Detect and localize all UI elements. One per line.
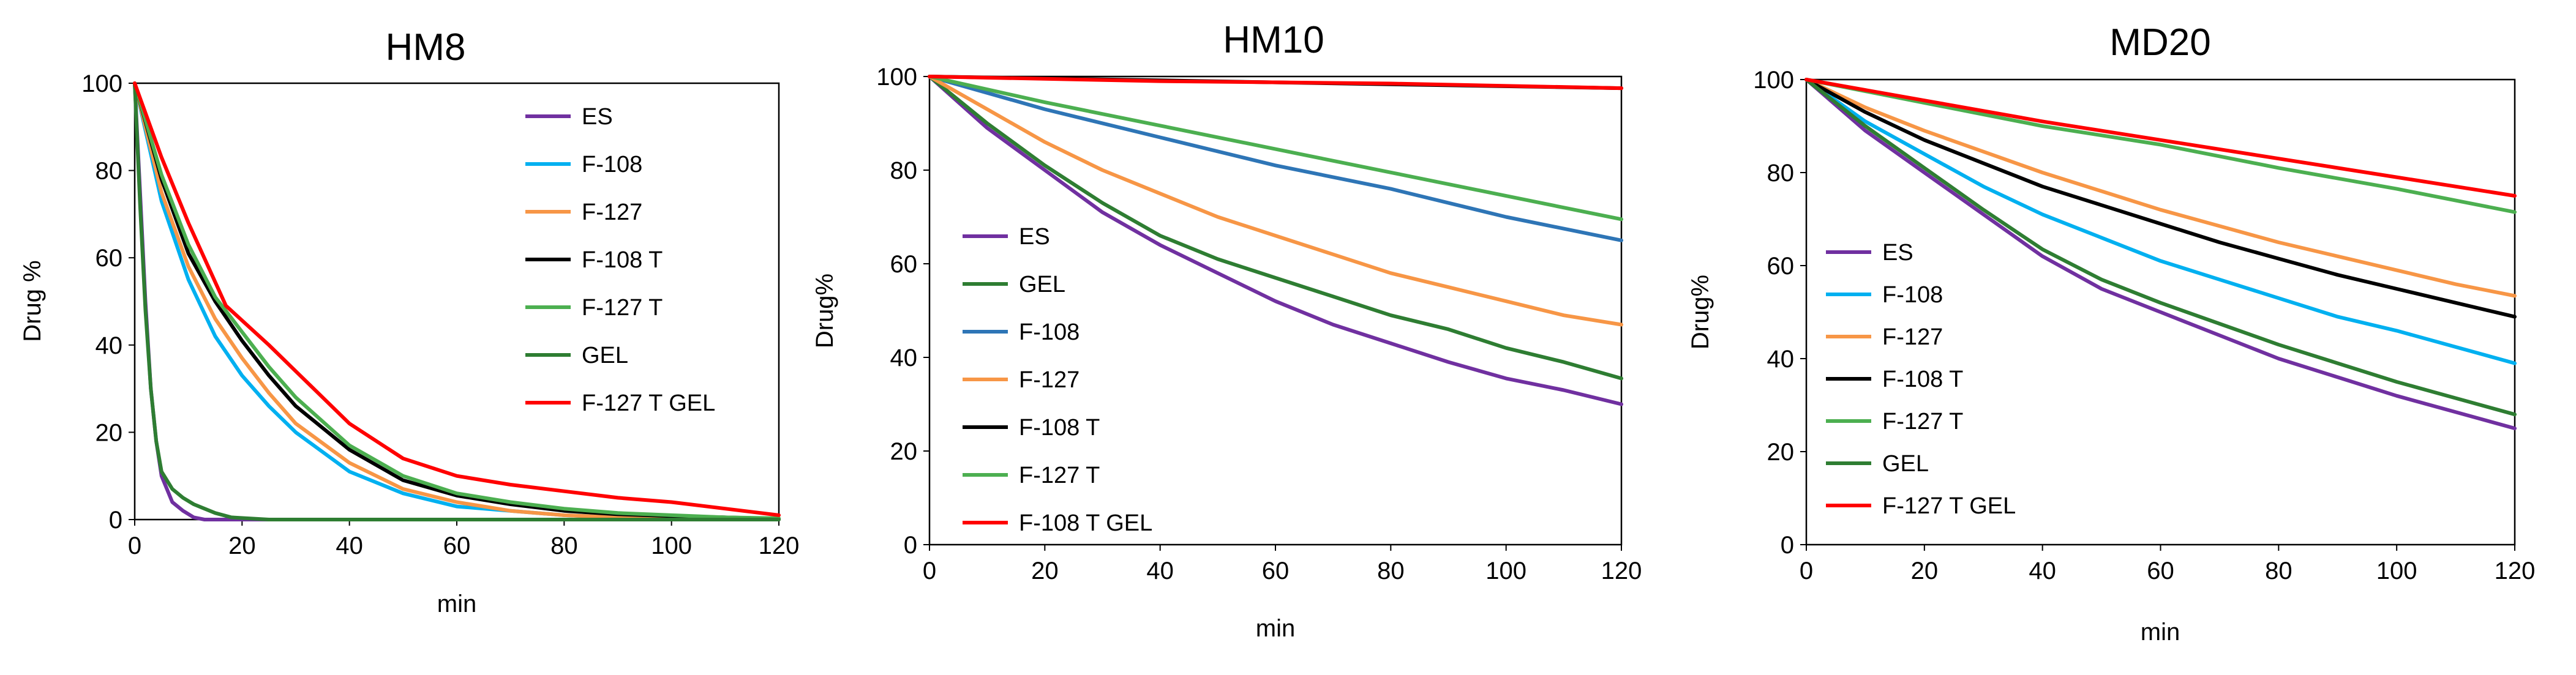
- x-axis-label: min: [2141, 619, 2180, 646]
- legend: ES F-108 F-127 F-108 T F-127 T GEL F-127 T GEL: [1826, 240, 2016, 519]
- legend-label-es: ES: [1882, 240, 1913, 266]
- x-tick-label: 120: [1601, 558, 1642, 584]
- y-tick-label: 60: [96, 245, 123, 272]
- y-tick-label: 40: [96, 332, 123, 359]
- x-tick-label: 100: [2376, 558, 2417, 584]
- legend-label-f-108: F-108: [1882, 282, 1943, 308]
- x-tick-label: 20: [1031, 558, 1059, 584]
- legend-label-f-108-t: F-108 T: [1882, 367, 1963, 392]
- y-tick-label: 40: [1767, 346, 1795, 373]
- series-line-f-127: [928, 75, 1623, 327]
- y-tick-label: 40: [890, 345, 918, 371]
- y-tick-label: 20: [96, 419, 123, 446]
- legend-label-es: ES: [582, 104, 613, 130]
- series-line-f-127-t: [1804, 78, 2517, 214]
- chart-title: HM8: [386, 26, 466, 69]
- series-line-f-108-t: [133, 81, 781, 521]
- chart-md20: MD20 0 20 40 60 80 100 120 0 20 40 60 80 100 min Drug% E…: [1687, 21, 2535, 646]
- legend-label-f-127-t-gel: F-127 T GEL: [582, 390, 715, 416]
- y-tick-label: 60: [1767, 253, 1795, 280]
- x-tick-label: 100: [1485, 558, 1526, 584]
- legend-label-f-127: F-127: [1019, 367, 1080, 393]
- chart-hm8: HM8 0 20 40 60 80 100 120 0 20 40 60 80 100 min Drug % E…: [19, 26, 799, 617]
- y-axis-label: Drug%: [1687, 275, 1714, 349]
- series-line-es: [1804, 78, 2517, 430]
- x-tick-label: 120: [2495, 558, 2536, 584]
- y-tick-label: 100: [876, 64, 917, 91]
- x-tick-label: 0: [128, 532, 141, 559]
- y-tick-label: 100: [1753, 67, 1794, 94]
- x-tick-label: 20: [1911, 558, 1939, 584]
- x-tick-label: 80: [2265, 558, 2292, 584]
- series-line-es: [928, 75, 1623, 406]
- legend-label-f-127-t: F-127 T: [1019, 463, 1100, 488]
- y-tick-label: 80: [96, 158, 123, 185]
- plot-area-frame: [133, 82, 780, 521]
- legend-label-gel: GEL: [1019, 272, 1065, 297]
- y-tick-label: 0: [904, 532, 917, 559]
- series-line-gel: [133, 81, 781, 521]
- legend-label-f-108: F-108: [1019, 319, 1080, 345]
- x-tick-label: 40: [2029, 558, 2056, 584]
- y-axis-label: Drug%: [811, 274, 838, 348]
- legend-label-es: ES: [1019, 224, 1050, 250]
- x-tick-label: 20: [228, 532, 256, 559]
- legend-label-f-108-t: F-108 T: [1019, 415, 1100, 441]
- x-tick-label: 60: [1262, 558, 1290, 584]
- x-axis-label: min: [1256, 615, 1295, 642]
- series-line-f-108: [133, 81, 781, 521]
- y-tick-label: 0: [109, 507, 122, 534]
- y-axis-label: Drug %: [19, 260, 46, 341]
- legend-label-gel: GEL: [1882, 451, 1929, 477]
- y-tick-label: 100: [81, 70, 122, 97]
- series-line-f-108-t: [1804, 78, 2517, 319]
- y-tick-label: 20: [1767, 439, 1795, 466]
- series-line-f-108-t-gel: [928, 75, 1623, 91]
- legend-label-f-127-t: F-127 T: [1882, 409, 1963, 434]
- x-tick-label: 0: [923, 558, 936, 584]
- y-tick-label: 20: [890, 438, 918, 465]
- x-tick-label: 80: [1377, 558, 1405, 584]
- x-tick-label: 120: [759, 532, 800, 559]
- legend-label-f-127: F-127: [1882, 324, 1943, 350]
- legend-label-f-127-t-gel: F-127 T GEL: [1882, 493, 2016, 519]
- x-tick-label: 60: [2147, 558, 2174, 584]
- series-line-f-127: [1804, 78, 2517, 298]
- x-tick-label: 100: [651, 532, 692, 559]
- legend-label-f-108: F-108: [582, 152, 642, 177]
- legend: ES F-108 F-127 F-108 T F-127 T GEL F-127 T GEL: [525, 104, 715, 416]
- x-tick-label: 40: [1146, 558, 1174, 584]
- legend-label-f-127: F-127: [582, 200, 642, 225]
- legend: ES GEL F-108 F-127 F-108 T F-127 T F-108 T GEL: [963, 224, 1152, 536]
- series-line-f-108: [928, 75, 1623, 242]
- legend-label-f-108-t-gel: F-108 T GEL: [1019, 510, 1152, 536]
- chart-title: MD20: [2109, 21, 2210, 64]
- series-line-f-127-t: [928, 75, 1623, 222]
- series-line-f-108: [1804, 78, 2517, 365]
- x-tick-label: 80: [550, 532, 578, 559]
- chart-hm10: HM10 0 20 40 60 80 100 120 0 20 40 60 80 100 min Drug% E…: [811, 19, 1642, 642]
- y-tick-label: 80: [1767, 160, 1795, 187]
- legend-label-f-127-t: F-127 T: [582, 295, 663, 321]
- y-tick-label: 80: [890, 157, 918, 184]
- series-line-f-127-t: [133, 81, 781, 520]
- series-line-f-127-t-gel: [133, 81, 781, 517]
- y-tick-label: 60: [890, 251, 918, 278]
- x-axis-label: min: [437, 591, 476, 617]
- series-line-f-127: [133, 81, 781, 521]
- series-line-gel: [1804, 78, 2517, 417]
- series-line-gel: [928, 75, 1623, 381]
- x-tick-label: 40: [336, 532, 363, 559]
- chart-title: HM10: [1223, 19, 1324, 61]
- y-tick-label: 0: [1781, 532, 1794, 559]
- series-line-es: [133, 81, 781, 521]
- series-line-f-127-t-gel: [1804, 78, 2517, 198]
- legend-label-gel: GEL: [582, 343, 628, 368]
- legend-label-f-108-t: F-108 T: [582, 247, 663, 273]
- x-tick-label: 60: [443, 532, 471, 559]
- x-tick-label: 0: [1800, 558, 1813, 584]
